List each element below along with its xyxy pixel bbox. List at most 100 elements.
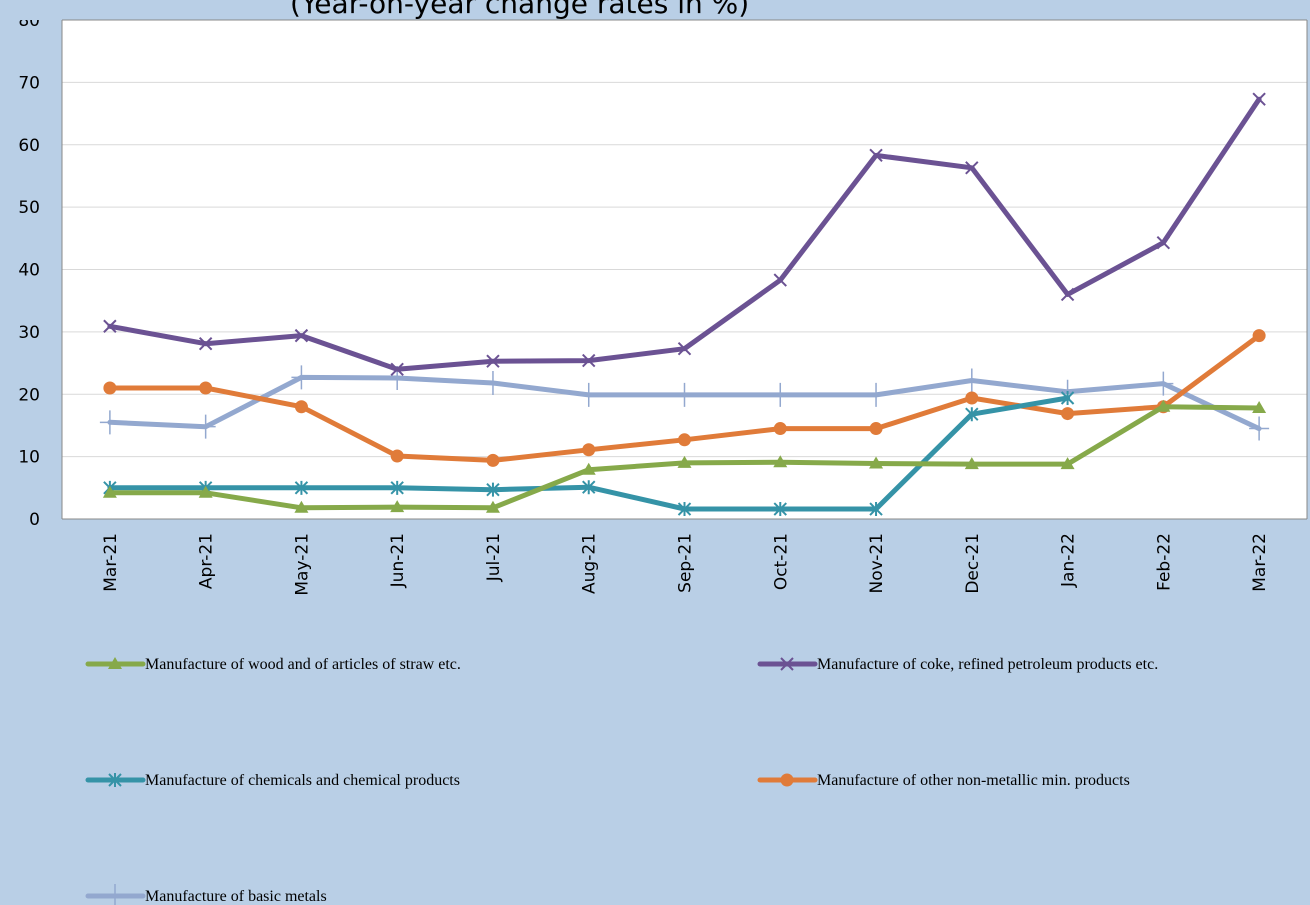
legend-label: Manufacture of coke, refined petroleum p… — [817, 656, 1158, 673]
data-point — [773, 422, 787, 436]
series-4 — [103, 329, 1266, 467]
data-point — [1249, 416, 1270, 441]
data-point — [1252, 92, 1266, 106]
data-point — [195, 414, 216, 439]
series-lines — [99, 92, 1270, 517]
data-point — [866, 382, 887, 407]
data-point — [294, 480, 309, 495]
data-point — [578, 382, 599, 407]
data-point — [965, 407, 979, 422]
data-point — [1153, 371, 1174, 396]
y-tick-label: 20 — [18, 385, 40, 405]
data-point — [965, 161, 979, 175]
legend-item: Manufacture of other non-metallic min. p… — [757, 772, 1130, 789]
data-point — [486, 453, 500, 467]
data-point — [773, 455, 788, 468]
data-point — [1060, 457, 1075, 470]
x-tick-label: Dec-21 — [963, 533, 983, 594]
data-point — [485, 500, 500, 513]
x-tick-label: Mar-22 — [1250, 533, 1270, 592]
data-point — [770, 382, 791, 407]
data-point — [102, 485, 117, 498]
data-point — [582, 353, 596, 368]
legend-item: Manufacture of chemicals and chemical pr… — [85, 772, 460, 789]
data-point — [1060, 287, 1075, 302]
data-point — [294, 328, 309, 343]
data-point — [198, 485, 213, 498]
x-tick-label: Oct-21 — [771, 533, 791, 590]
legend-label: Manufacture of wood and of articles of s… — [145, 656, 461, 673]
data-point — [1156, 235, 1171, 250]
y-tick-label: 70 — [18, 73, 40, 93]
data-point — [105, 884, 125, 905]
y-tick-label: 60 — [18, 136, 40, 156]
data-point — [103, 381, 117, 395]
data-point — [582, 480, 596, 495]
data-point — [961, 368, 982, 393]
y-tick-label: 50 — [18, 198, 40, 218]
data-point — [1252, 400, 1267, 413]
data-point — [869, 148, 883, 163]
x-tick-label: Feb-22 — [1154, 533, 1174, 591]
data-point — [581, 462, 596, 475]
data-point — [677, 502, 692, 517]
data-point — [1060, 390, 1075, 405]
x-tick-label: Mar-21 — [101, 533, 121, 592]
chart-title: (Year-on-year change rates in %) — [290, 0, 749, 20]
data-point — [582, 443, 596, 457]
data-point — [198, 337, 213, 351]
data-point — [965, 391, 979, 405]
x-tick-label: Aug-21 — [580, 533, 600, 594]
data-point — [486, 482, 500, 497]
data-point — [869, 502, 883, 517]
data-point — [780, 657, 794, 671]
data-point — [773, 273, 787, 287]
y-tick-label: 30 — [18, 323, 40, 343]
data-point — [678, 433, 691, 447]
y-tick-label: 10 — [18, 448, 40, 468]
legend: Manufacture of wood and of articles of s… — [85, 656, 1158, 905]
series-1 — [102, 399, 1267, 513]
data-point — [99, 410, 120, 435]
legend-label: Manufacture of basic metals — [145, 888, 327, 905]
x-tick-label: Apr-21 — [197, 533, 217, 589]
data-point — [108, 657, 122, 669]
data-point — [103, 319, 117, 333]
x-tick-label: Nov-21 — [867, 533, 887, 594]
data-point — [108, 773, 122, 787]
data-point — [964, 457, 979, 470]
data-point — [677, 342, 692, 356]
data-point — [294, 500, 309, 513]
legend-item: Manufacture of wood and of articles of s… — [85, 656, 461, 673]
data-point — [869, 422, 883, 436]
data-point — [390, 480, 404, 495]
x-tick-label: Jan-22 — [1059, 533, 1079, 588]
legend-label: Manufacture of other non-metallic min. p… — [817, 772, 1130, 789]
data-point — [294, 400, 308, 414]
y-tick-label: 40 — [18, 261, 40, 281]
x-axis: Mar-21 Apr-21 May-21 Jun-21 Jul-21 Aug-21 Sep-… — [62, 518, 1307, 596]
x-tick-label: May-21 — [292, 533, 312, 596]
x-tick-label: Jul-21 — [484, 533, 504, 582]
legend-item: Manufacture of basic metals — [85, 884, 327, 905]
data-point — [869, 456, 884, 469]
data-point — [199, 381, 213, 395]
data-point — [390, 449, 404, 463]
series-2 — [103, 92, 1266, 377]
data-point — [773, 502, 787, 517]
y-tick-label: 0 — [29, 510, 40, 530]
data-point — [291, 365, 312, 390]
data-point — [1061, 407, 1075, 421]
data-point — [390, 500, 405, 513]
data-point — [390, 362, 404, 377]
data-point — [780, 773, 794, 787]
data-point — [1156, 399, 1171, 412]
x-tick-label: Sep-21 — [676, 533, 696, 593]
data-point — [674, 382, 695, 407]
data-point — [486, 354, 500, 368]
legend-label: Manufacture of chemicals and chemical pr… — [145, 772, 460, 789]
x-tick-label: Jun-21 — [388, 533, 408, 588]
data-point — [1252, 329, 1266, 343]
